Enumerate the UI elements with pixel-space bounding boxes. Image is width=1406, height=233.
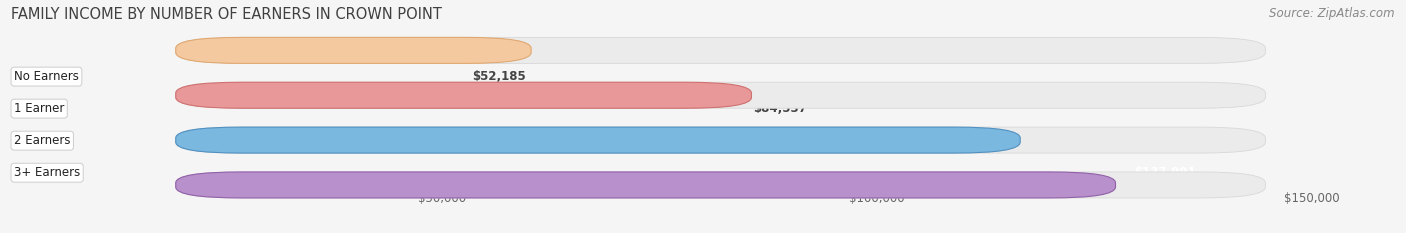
Text: 3+ Earners: 3+ Earners <box>14 166 80 179</box>
Text: 2 Earners: 2 Earners <box>14 134 70 147</box>
Text: FAMILY INCOME BY NUMBER OF EARNERS IN CROWN POINT: FAMILY INCOME BY NUMBER OF EARNERS IN CR… <box>11 7 441 22</box>
Text: $84,537: $84,537 <box>754 102 807 115</box>
Text: 1 Earner: 1 Earner <box>14 102 65 115</box>
Text: No Earners: No Earners <box>14 70 79 83</box>
Text: Source: ZipAtlas.com: Source: ZipAtlas.com <box>1270 7 1395 20</box>
Text: $123,994: $123,994 <box>1012 134 1074 147</box>
Text: $137,991: $137,991 <box>1135 166 1197 179</box>
Text: $52,185: $52,185 <box>472 70 526 83</box>
